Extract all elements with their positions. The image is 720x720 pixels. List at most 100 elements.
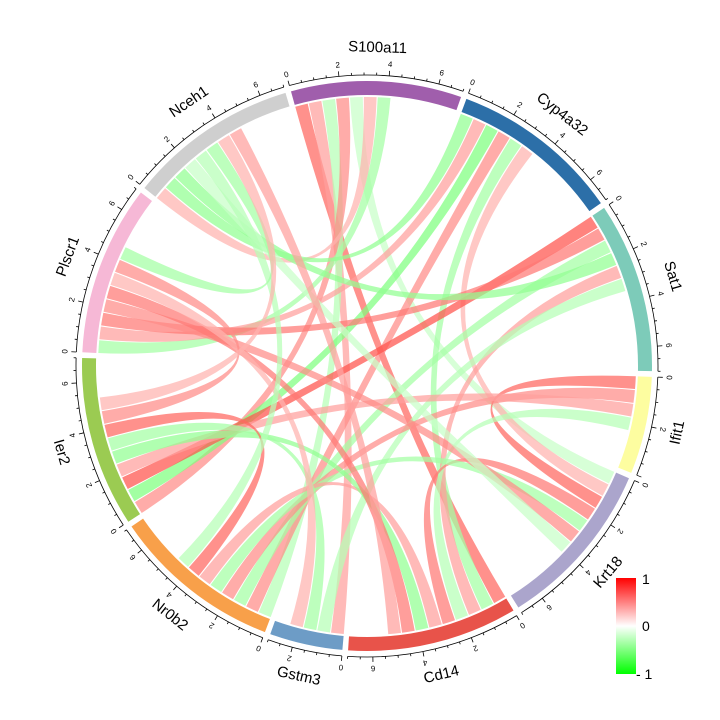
sector-tick-label: 6	[60, 381, 69, 387]
sector-tick-label: 2	[207, 620, 216, 630]
sector-tick	[494, 627, 496, 631]
sector-tick	[438, 79, 441, 85]
sector-tick	[287, 80, 290, 86]
chord-link-ifit1-krt18	[490, 375, 636, 508]
sector-tick	[502, 106, 505, 109]
sector-label-ier2: Ier2	[50, 437, 73, 467]
sector-tick	[636, 474, 642, 478]
sector-tick	[587, 554, 591, 558]
sector-arc-nceh1	[144, 92, 290, 197]
sector-tick	[595, 545, 599, 548]
sector-tick-label: 2	[471, 643, 479, 653]
sector-tick-label: 2	[516, 100, 525, 110]
sector-tick	[470, 637, 474, 643]
sector-tick	[648, 438, 652, 441]
sector-tick	[93, 251, 99, 255]
sector-tick-label: 4	[68, 432, 78, 439]
sector-tick	[637, 259, 641, 261]
sector-tick-label: 6	[438, 68, 445, 78]
sector-tick	[163, 154, 166, 157]
sector-arc-s100a11	[290, 80, 462, 111]
sector-tick	[516, 615, 520, 621]
sector-tick	[434, 648, 437, 652]
sector-label-nceh1: Nceh1	[166, 83, 211, 121]
sector-tick-label: 4	[83, 245, 93, 253]
sector-tick	[260, 637, 264, 643]
sector-tick	[182, 137, 185, 140]
sector-tick	[270, 88, 273, 92]
sector-tick-label: 0	[518, 620, 527, 630]
sector-tick	[534, 126, 537, 129]
sector-arc-cyp4a32	[461, 98, 601, 212]
sector-tick-label: 2	[639, 240, 649, 248]
chord-links	[98, 97, 636, 635]
chord-link-cd14-nceh1	[229, 128, 402, 635]
sector-tick	[544, 133, 548, 137]
sector-tick	[426, 78, 428, 82]
sector-tick	[300, 79, 302, 83]
sector-axis-ifit1	[636, 377, 659, 476]
sector-arc-plscr1	[82, 192, 152, 353]
sector-tick	[610, 524, 616, 529]
sector-tick-label: 4	[558, 130, 568, 140]
sector-tick	[78, 300, 84, 303]
chord-link-plscr1-nceh1	[120, 142, 274, 294]
sector-tick-label: 6	[370, 664, 375, 673]
sector-axis-nr0b2	[126, 529, 263, 639]
sector-tick-label: 6	[107, 199, 117, 208]
sector-arc-cd14	[348, 598, 514, 651]
sector-tick	[422, 651, 425, 657]
sector-tick	[78, 432, 84, 435]
sector-label-nr0b2: Nr0b2	[149, 596, 192, 635]
sector-tick-label: 0	[614, 194, 624, 203]
sector-tick	[118, 524, 124, 529]
sector-arc-gstm3	[270, 620, 344, 650]
sector-tick	[482, 632, 485, 636]
sector-tick	[621, 224, 625, 227]
sector-tick	[608, 201, 614, 205]
sector-tick	[513, 110, 517, 116]
sector-tick	[170, 143, 175, 149]
sector-tick	[582, 168, 585, 171]
sector-tick	[114, 513, 117, 516]
sector-axis-cyp4a32	[468, 92, 607, 200]
chord-link-gstm3-ier2	[107, 422, 325, 631]
sector-tick	[106, 229, 110, 232]
sector-tick	[633, 246, 639, 250]
sector-tick	[573, 159, 576, 162]
sector-tick	[87, 276, 90, 279]
sector-tick	[92, 468, 95, 471]
sector-label-gstm3: Gstm3	[275, 663, 322, 689]
sector-axis-cd14	[347, 615, 517, 658]
sector-tick	[641, 463, 644, 465]
sector-tick	[623, 502, 626, 505]
chord-link-cd14-nr0b2	[199, 481, 442, 628]
sector-tick	[282, 84, 285, 88]
sector-tick	[184, 593, 187, 597]
sector-tick	[246, 97, 249, 101]
sector-tick	[88, 456, 91, 459]
sector-tick-label: 4	[164, 590, 174, 600]
chord-link-cyp4a32-plscr1	[99, 119, 486, 342]
sector-tick	[521, 612, 524, 615]
sector-tick	[651, 426, 657, 429]
sector-tick	[590, 176, 595, 181]
sector-tick	[561, 581, 564, 585]
sector-tick	[290, 647, 293, 653]
sector-tick	[551, 590, 555, 593]
sector-arc-ifit1	[618, 376, 652, 473]
chord-link-s100a11-krt18	[349, 97, 615, 484]
sector-tick-label: 6	[252, 80, 260, 90]
sector-tick	[91, 264, 94, 267]
sector-axis-s100a11	[289, 74, 464, 92]
sector-tick-label: 2	[67, 296, 77, 303]
sector-tick	[541, 598, 546, 603]
sector-tick	[634, 480, 640, 483]
sector-tick	[202, 122, 205, 125]
sector-tick-label: 0	[469, 78, 477, 88]
sector-tick	[117, 206, 122, 210]
legend-label-max: 1	[642, 571, 650, 587]
sector-tick	[165, 577, 168, 580]
sector-tick	[603, 535, 606, 538]
